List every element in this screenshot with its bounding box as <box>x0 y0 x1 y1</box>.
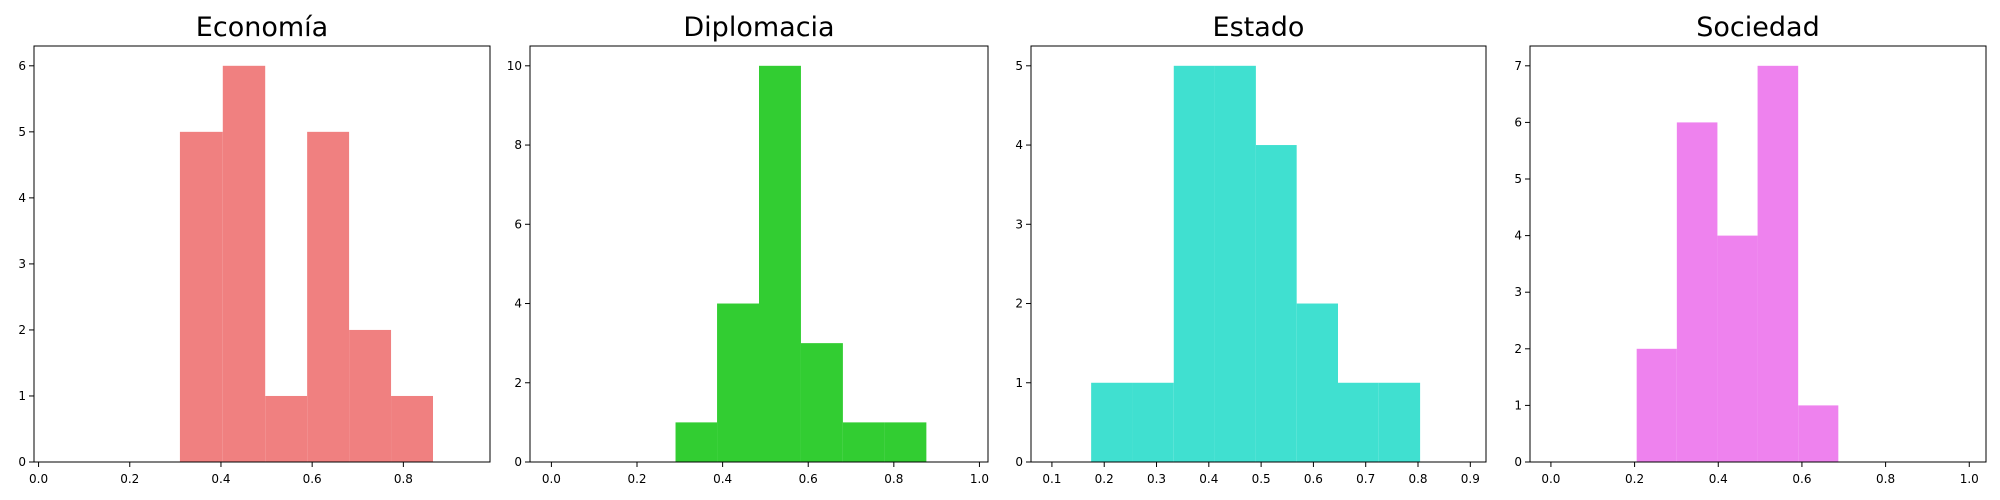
y-tick-label: 4 <box>1514 229 1522 243</box>
y-tick-label: 2 <box>1514 342 1522 356</box>
x-tick-label: 0.0 <box>1541 472 1560 486</box>
x-tick-label: 0.0 <box>542 472 561 486</box>
y-tick-label: 4 <box>514 297 522 311</box>
y-tick-label: 10 <box>507 59 522 73</box>
y-tick-label: 0 <box>18 455 26 469</box>
histogram-bar <box>1378 382 1421 462</box>
histogram-bar <box>1255 145 1297 463</box>
x-tick-label: 0.0 <box>29 472 48 486</box>
axes-frame <box>1030 45 1487 463</box>
y-tick-label: 6 <box>514 217 522 231</box>
y-tick-label: 7 <box>1514 59 1522 73</box>
histogram-bar <box>675 422 718 462</box>
axes-frame <box>1529 45 1987 463</box>
y-tick-label: 1 <box>18 389 26 403</box>
x-tick-label: 0.6 <box>303 472 322 486</box>
x-tick-label: 0.2 <box>627 472 646 486</box>
x-tick-label: 0.9 <box>1461 472 1480 486</box>
x-tick-label: 0.5 <box>1252 472 1271 486</box>
y-tick-label: 0 <box>514 455 522 469</box>
histogram-bar <box>717 303 759 462</box>
histogram-bar <box>842 422 885 462</box>
x-tick-label: 0.2 <box>1095 472 1114 486</box>
x-tick-label: 0.8 <box>394 472 413 486</box>
histogram-bar <box>884 422 927 462</box>
x-tick-label: 0.1 <box>1042 472 1061 486</box>
histogram-bar <box>179 131 223 463</box>
axes-frame <box>33 45 491 463</box>
y-tick-label: 5 <box>18 125 26 139</box>
histogram-bar <box>1636 348 1677 462</box>
histogram-bar <box>349 329 392 462</box>
histogram-bar <box>800 343 843 462</box>
x-tick-label: 0.4 <box>1199 472 1218 486</box>
panel-title: Diplomacia <box>683 12 834 43</box>
x-tick-label: 0.7 <box>1356 472 1375 486</box>
panel-sociedad: Sociedad 0.0 0.2 0.4 0.6 0.8 1.0 0 1 2 3 4 5 6 7 <box>1514 12 1987 486</box>
x-tick-label: 0.4 <box>211 472 230 486</box>
x-tick-label: 0.2 <box>1625 472 1644 486</box>
x-tick-label: 0.6 <box>1792 472 1811 486</box>
y-tick-label: 2 <box>1015 297 1023 311</box>
histogram-bar <box>307 131 350 463</box>
panel-title: Economía <box>196 12 328 43</box>
y-tick-label: 8 <box>514 138 522 152</box>
y-tick-label: 0 <box>1514 455 1522 469</box>
y-tick-label: 5 <box>1514 172 1522 186</box>
y-tick-label: 2 <box>18 323 26 337</box>
x-tick-label: 1.0 <box>1960 472 1979 486</box>
histogram-bar <box>1132 382 1174 462</box>
x-tick-label: 0.4 <box>1709 472 1728 486</box>
x-tick-label: 1.0 <box>970 472 989 486</box>
y-tick-label: 1 <box>1514 398 1522 412</box>
panel-estado: Estado 0.1 0.2 0.3 0.4 0.5 0.6 0.7 0.8 0.9 0 1 2 3 4 5 <box>1015 12 1487 486</box>
y-tick-label: 4 <box>1015 138 1023 152</box>
x-tick-label: 0.8 <box>884 472 903 486</box>
y-tick-label: 3 <box>1514 285 1522 299</box>
x-tick-label: 0.8 <box>1408 472 1427 486</box>
panel-economia: Economía 0.0 0.2 0.4 0.6 0.8 0 1 2 3 4 5 6 <box>18 12 491 486</box>
y-tick-label: 2 <box>514 376 522 390</box>
histogram-bar <box>1296 303 1338 462</box>
histogram-bar <box>1091 382 1133 462</box>
histogram-bar <box>265 395 308 462</box>
panel-diplomacia: Diplomacia 0.0 0.2 0.4 0.6 0.8 1.0 0 2 4 6 8 10 <box>507 12 989 486</box>
axes-frame <box>529 45 989 463</box>
x-tick-label: 0.3 <box>1147 472 1166 486</box>
panel-title: Sociedad <box>1696 12 1819 43</box>
y-tick-label: 0 <box>1015 455 1023 469</box>
x-tick-label: 0.4 <box>713 472 732 486</box>
histogram-bar <box>1717 235 1758 462</box>
x-tick-label: 0.6 <box>799 472 818 486</box>
y-tick-label: 3 <box>1015 217 1023 231</box>
histogram-bar <box>1173 65 1215 463</box>
panel-title: Estado <box>1213 12 1305 43</box>
y-tick-label: 4 <box>18 191 26 205</box>
y-tick-label: 6 <box>1514 115 1522 129</box>
histogram-bar <box>1214 65 1256 463</box>
histogram-bar <box>1676 122 1718 462</box>
y-tick-label: 6 <box>18 59 26 73</box>
x-tick-label: 0.6 <box>1304 472 1323 486</box>
histogram-bar <box>1757 65 1799 463</box>
histogram-bar <box>222 65 266 463</box>
x-tick-label: 0.2 <box>120 472 139 486</box>
y-tick-label: 1 <box>1015 376 1023 390</box>
x-tick-label: 0.8 <box>1876 472 1895 486</box>
histogram-bar <box>1337 382 1379 462</box>
histogram-bar <box>391 395 433 462</box>
y-tick-label: 3 <box>18 257 26 271</box>
histogram-bar <box>759 65 801 463</box>
y-tick-label: 5 <box>1015 59 1023 73</box>
histogram-bar <box>1798 405 1839 462</box>
